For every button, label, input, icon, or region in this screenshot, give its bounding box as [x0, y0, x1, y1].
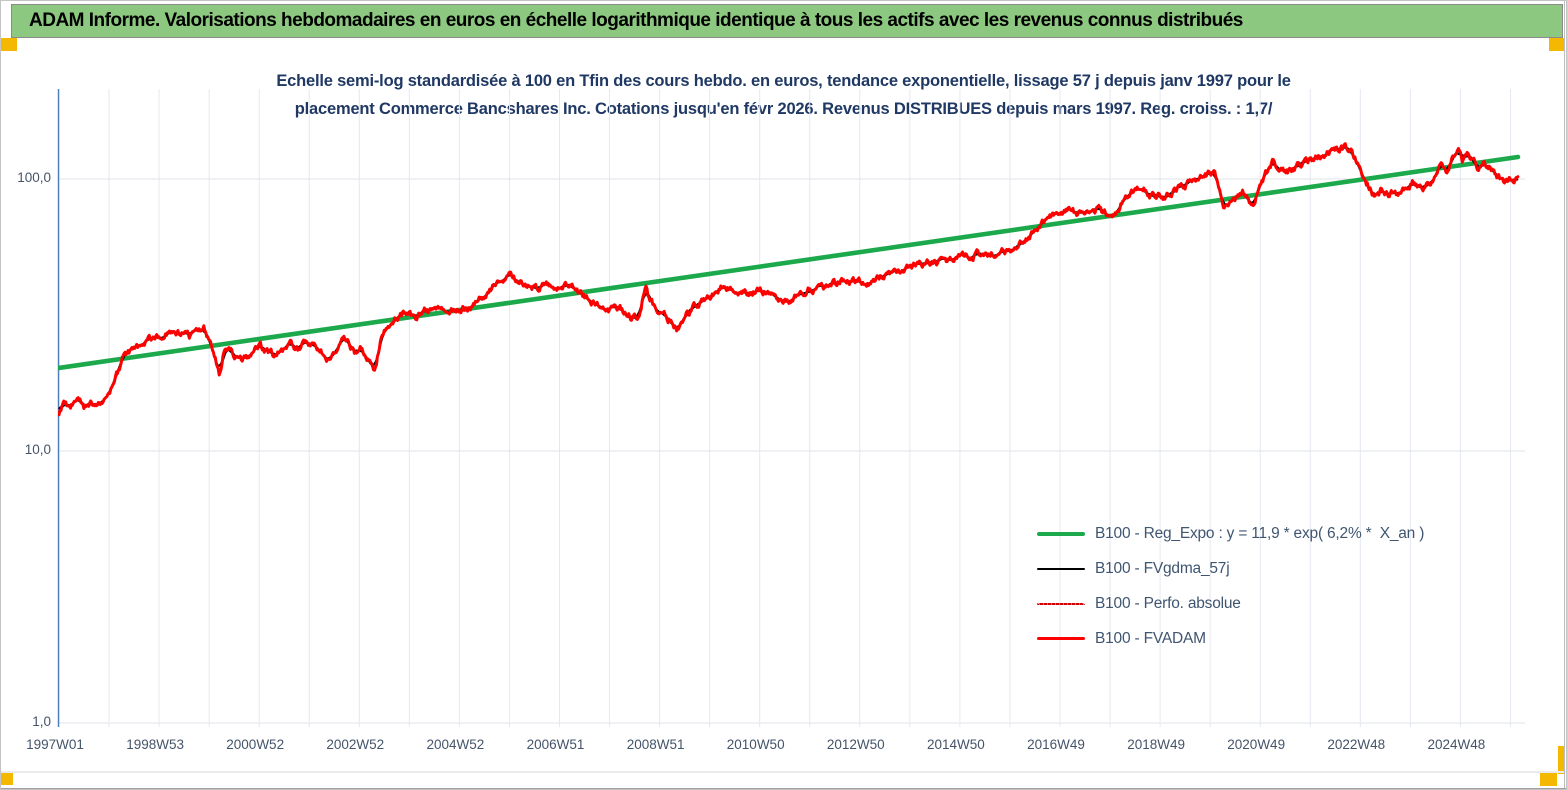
x-tick-label[interactable]: 2010W50 [726, 737, 785, 752]
series-perfo-line[interactable] [58, 142, 1519, 415]
x-tick-label[interactable]: 2020W49 [1227, 737, 1286, 752]
x-tick-label[interactable]: 1997W01 [26, 737, 84, 752]
banner-title: ADAM Informe. Valorisations hebdomadaire… [29, 10, 1243, 31]
series-regexpo-line[interactable] [58, 154, 1521, 371]
x-tick-label[interactable]: 1998W53 [126, 737, 184, 752]
y-tick-label[interactable]: 100,0 [17, 170, 51, 185]
legend-label: B100 - FVgdma_57j [1095, 559, 1230, 577]
selection-handle-top-right[interactable] [1549, 38, 1564, 51]
legend-line-swatch [1037, 637, 1085, 640]
sheet-right-border [1564, 1, 1565, 789]
legend-item[interactable]: B100 - Reg_Expo : y = 11,9 * exp( 6,2% *… [1037, 516, 1424, 551]
x-tick-label[interactable]: 2018W49 [1127, 737, 1185, 752]
x-tick-label[interactable]: 2022W48 [1327, 737, 1386, 752]
banner[interactable]: ADAM Informe. Valorisations hebdomadaire… [11, 4, 1563, 38]
selection-handle-bottom-right-strip [1558, 746, 1564, 774]
legend-line-swatch [1037, 567, 1085, 570]
selection-handle-bottom-right[interactable] [1540, 773, 1557, 786]
x-tick-label[interactable]: 2008W51 [626, 737, 685, 752]
legend-label: B100 - Reg_Expo : y = 11,9 * exp( 6,2% *… [1095, 524, 1425, 542]
legend-line-swatch [1037, 531, 1085, 536]
x-tick-label[interactable]: 2002W52 [326, 737, 385, 752]
sheet-bottom-border [1, 788, 1566, 789]
sheet-row-separator [1, 771, 1566, 773]
chart-title-line1: Echelle semi-log standardisée à 100 en T… [276, 72, 1291, 90]
series-fvadam-line[interactable] [58, 142, 1520, 417]
x-tick-label[interactable]: 2000W52 [226, 737, 285, 752]
legend[interactable]: B100 - Reg_Expo : y = 11,9 * exp( 6,2% *… [1037, 516, 1424, 656]
legend-item[interactable]: B100 - Perfo. absolue [1037, 586, 1424, 621]
legend-label: B100 - Perfo. absolue [1095, 594, 1241, 612]
selection-handle-top-left[interactable] [1, 38, 17, 51]
legend-line-swatch [1037, 602, 1085, 605]
legend-item[interactable]: B100 - FVADAM [1037, 621, 1424, 656]
chart-title-line2: placement Commerce Bancshares Inc. Cotat… [294, 100, 1273, 118]
y-tick-label[interactable]: 10,0 [24, 442, 51, 457]
x-tick-label[interactable]: 2014W50 [926, 737, 985, 752]
x-tick-label[interactable]: 2016W49 [1027, 737, 1085, 752]
x-tick-label[interactable]: 2024W48 [1427, 737, 1486, 752]
legend-item[interactable]: B100 - FVgdma_57j [1037, 551, 1424, 586]
x-tick-label[interactable]: 2004W52 [426, 737, 485, 752]
selection-handle-bottom-left[interactable] [1, 773, 13, 785]
chart-title[interactable]: Echelle semi-log standardisée à 100 en T… [161, 67, 1406, 123]
x-tick-label[interactable]: 2006W51 [526, 737, 585, 752]
y-tick-label[interactable]: 1,0 [32, 714, 51, 729]
x-tick-label[interactable]: 2012W50 [826, 737, 885, 752]
legend-label: B100 - FVADAM [1095, 629, 1206, 647]
